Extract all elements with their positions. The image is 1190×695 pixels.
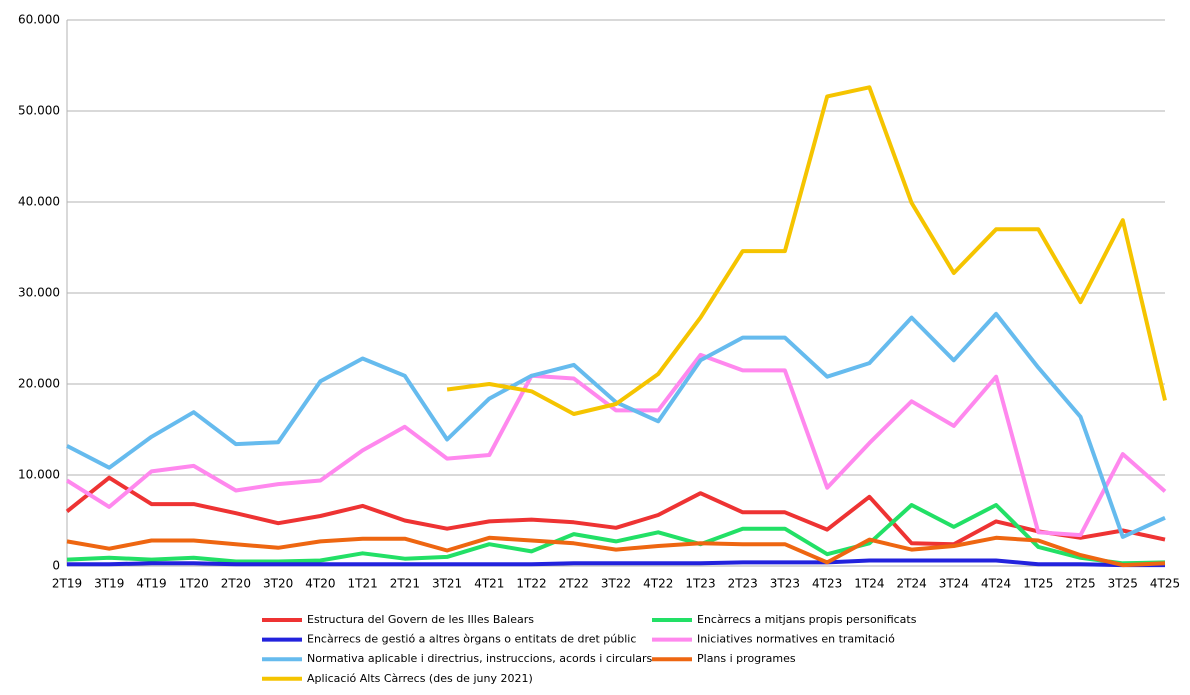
series-line (67, 558, 1165, 568)
x-tick-label: 2T19 (52, 577, 82, 591)
x-tick-label: 1T20 (179, 577, 209, 591)
x-tick-label: 2T20 (221, 577, 251, 591)
y-tick-label: 10.000 (18, 468, 60, 482)
x-tick-label: 3T19 (94, 577, 124, 591)
x-tick-label: 4T24 (981, 577, 1011, 591)
x-tick-label: 4T25 (1150, 577, 1180, 591)
y-tick-label: 20.000 (18, 377, 60, 391)
x-tick-label: 2T25 (1065, 577, 1095, 591)
x-tick-label: 3T20 (263, 577, 293, 591)
y-tick-label: 30.000 (18, 286, 60, 300)
legend-label: Encàrrecs de gestió a altres òrgans o en… (307, 633, 636, 646)
series-line (66, 503, 1166, 566)
x-tick-label: 1T23 (685, 577, 715, 591)
x-tick-label: 4T23 (812, 577, 842, 591)
x-tick-label: 3T22 (601, 577, 631, 591)
series-line (446, 85, 1167, 416)
series-line (66, 311, 1166, 539)
x-tick-label: 3T23 (770, 577, 800, 591)
y-tick-label: 50.000 (18, 104, 60, 118)
legend-label: Encàrrecs a mitjans propis personificats (697, 613, 917, 626)
series-line (65, 352, 1167, 538)
y-tick-label: 40.000 (18, 195, 60, 209)
series-line (66, 535, 1166, 568)
x-tick-label: 3T25 (1108, 577, 1138, 591)
legend-label: Normativa aplicable i directrius, instru… (307, 652, 653, 665)
x-tick-label: 4T20 (305, 577, 335, 591)
x-tick-label: 2T21 (390, 577, 420, 591)
series-line (65, 475, 1166, 547)
legend-label: Aplicació Alts Càrrecs (des de juny 2021… (307, 672, 533, 685)
x-tick-label: 4T21 (474, 577, 504, 591)
x-tick-label: 1T24 (854, 577, 884, 591)
x-tick-label: 1T22 (516, 577, 546, 591)
legend-label: Iniciatives normatives en tramitació (697, 633, 895, 646)
x-tick-label: 1T21 (347, 577, 377, 591)
legend-label: Estructura del Govern de les Illes Balea… (307, 613, 534, 626)
x-tick-label: 3T21 (432, 577, 462, 591)
x-tick-label: 2T23 (728, 577, 758, 591)
legend-label: Plans i programes (697, 652, 796, 665)
x-tick-label: 2T22 (559, 577, 589, 591)
x-tick-label: 1T25 (1023, 577, 1053, 591)
y-tick-label: 60.000 (18, 13, 60, 27)
x-tick-label: 4T22 (643, 577, 673, 591)
x-tick-label: 2T24 (896, 577, 926, 591)
x-tick-label: 4T19 (136, 577, 166, 591)
x-tick-label: 3T24 (939, 577, 969, 591)
legend: Estructura del Govern de les Illes Balea… (262, 613, 917, 685)
y-tick-label: 0 (52, 559, 60, 573)
